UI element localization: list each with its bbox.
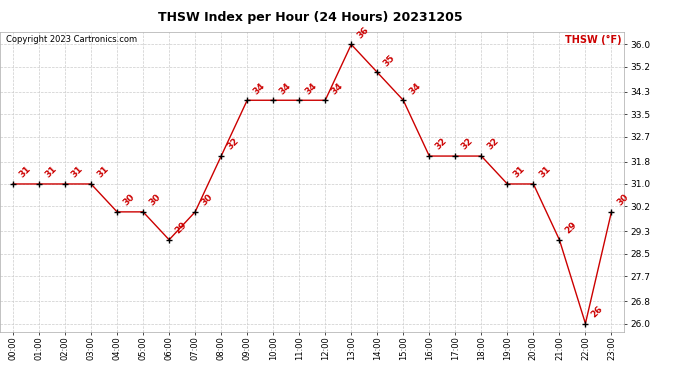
Text: 32: 32 <box>486 137 501 152</box>
Text: 29: 29 <box>564 220 579 236</box>
Text: 34: 34 <box>408 81 423 96</box>
Text: 29: 29 <box>173 220 188 236</box>
Text: 34: 34 <box>251 81 266 96</box>
Text: 26: 26 <box>589 304 605 320</box>
Text: 31: 31 <box>95 165 110 180</box>
Text: 36: 36 <box>355 25 371 40</box>
Text: 32: 32 <box>226 137 241 152</box>
Text: 32: 32 <box>433 137 448 152</box>
Text: THSW (°F): THSW (°F) <box>564 35 621 45</box>
Text: 34: 34 <box>304 81 319 96</box>
Text: 30: 30 <box>147 193 162 208</box>
Text: 34: 34 <box>277 81 293 96</box>
Text: 32: 32 <box>460 137 475 152</box>
Text: 30: 30 <box>615 193 631 208</box>
Text: 31: 31 <box>43 165 59 180</box>
Text: 31: 31 <box>511 165 526 180</box>
Text: Copyright 2023 Cartronics.com: Copyright 2023 Cartronics.com <box>6 35 137 44</box>
Text: 31: 31 <box>538 165 553 180</box>
Text: 31: 31 <box>69 165 84 180</box>
Text: THSW Index per Hour (24 Hours) 20231205: THSW Index per Hour (24 Hours) 20231205 <box>158 11 463 24</box>
Text: 30: 30 <box>121 193 137 208</box>
Text: 35: 35 <box>382 53 397 68</box>
Text: 31: 31 <box>17 165 32 180</box>
Text: 30: 30 <box>199 193 215 208</box>
Text: 34: 34 <box>329 81 345 96</box>
